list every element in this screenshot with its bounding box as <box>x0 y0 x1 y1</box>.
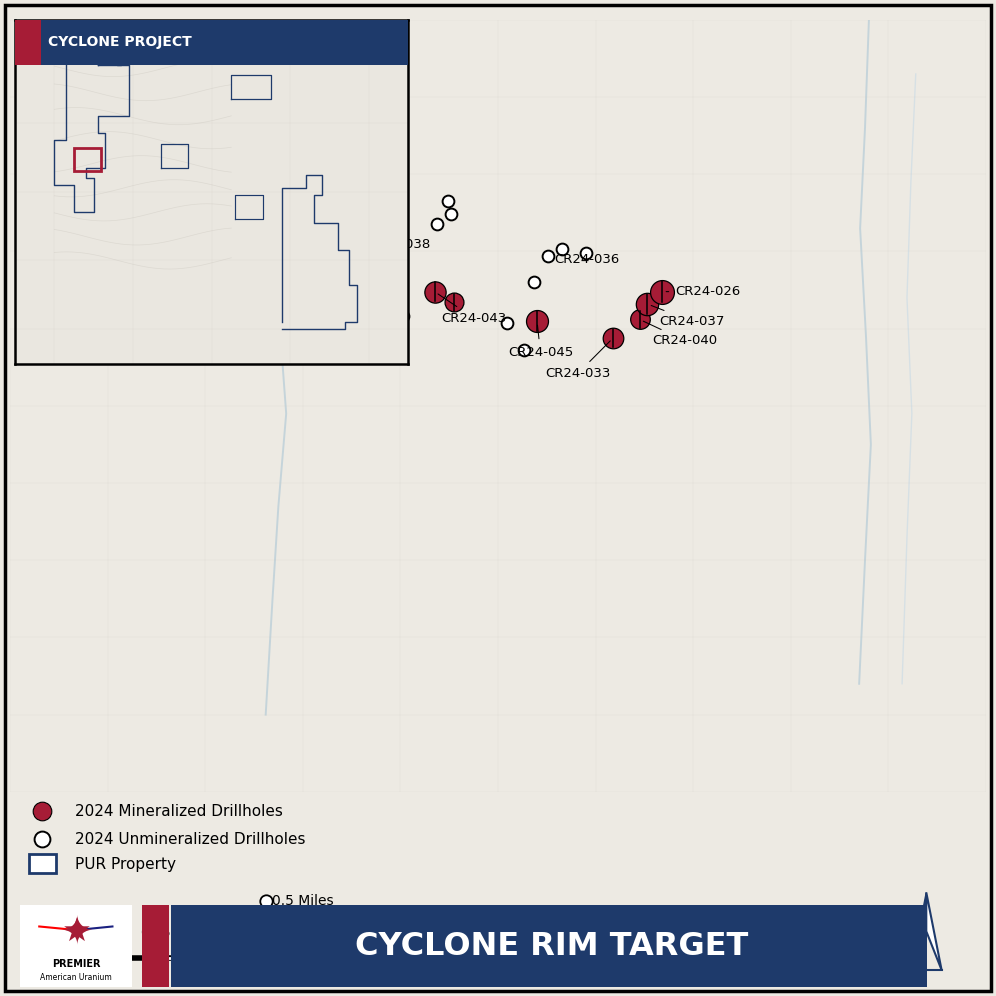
Text: American Uranium: American Uranium <box>41 973 113 982</box>
Text: CR24-049: CR24-049 <box>335 185 400 198</box>
Point <box>426 284 442 300</box>
Bar <box>15 20 41 65</box>
Text: CR24-045: CR24-045 <box>508 325 573 359</box>
Point <box>631 312 647 328</box>
Point <box>395 308 411 324</box>
Bar <box>15 20 408 65</box>
Point <box>34 831 50 847</box>
Bar <box>141 905 169 987</box>
Bar <box>74 147 101 171</box>
Text: 0.5 Miles: 0.5 Miles <box>272 893 334 907</box>
Text: CR24-038: CR24-038 <box>365 238 430 271</box>
Point <box>555 241 571 257</box>
Text: CR24-040: CR24-040 <box>643 321 717 347</box>
Text: PREMIER: PREMIER <box>52 959 101 969</box>
Point <box>526 275 542 291</box>
Point <box>440 192 456 208</box>
Point <box>446 295 462 311</box>
Text: 2024 Unmineralized Drillholes: 2024 Unmineralized Drillholes <box>76 832 306 847</box>
Polygon shape <box>911 892 926 970</box>
Bar <box>29 855 56 872</box>
Text: CYCLONE PROJECT: CYCLONE PROJECT <box>49 35 192 49</box>
Point <box>606 330 622 346</box>
Text: CR24-033: CR24-033 <box>545 341 611 380</box>
Point <box>384 294 400 310</box>
Text: CR24-043: CR24-043 <box>438 294 507 325</box>
Point <box>253 926 269 942</box>
Text: CR24-036: CR24-036 <box>555 253 620 266</box>
Bar <box>20 905 131 987</box>
Point <box>443 206 459 222</box>
Text: CR24-037: CR24-037 <box>651 306 724 328</box>
Point <box>334 239 350 255</box>
Text: CR24-047: CR24-047 <box>139 231 304 251</box>
Point <box>654 284 670 300</box>
Text: CR24-026: CR24-026 <box>666 285 741 298</box>
Bar <box>171 905 927 987</box>
Text: 0.25: 0.25 <box>139 926 170 940</box>
Text: CYCLONE RIM TARGET: CYCLONE RIM TARGET <box>355 930 748 962</box>
Point <box>540 248 556 264</box>
Point <box>318 230 334 246</box>
Point <box>499 315 515 331</box>
Text: 2024 Mineralized Drillholes: 2024 Mineralized Drillholes <box>76 804 283 819</box>
Point <box>516 343 532 359</box>
Point <box>354 265 370 281</box>
Polygon shape <box>926 892 941 970</box>
Text: PUR Property: PUR Property <box>76 857 176 872</box>
Text: 0: 0 <box>43 926 51 940</box>
Point <box>639 296 655 312</box>
Point <box>578 245 594 261</box>
Text: ★: ★ <box>62 916 92 949</box>
Text: ✦: ✦ <box>60 913 93 952</box>
Point <box>34 803 50 819</box>
Point <box>529 313 545 329</box>
Point <box>300 244 316 260</box>
Point <box>258 892 274 908</box>
Point <box>429 216 445 232</box>
